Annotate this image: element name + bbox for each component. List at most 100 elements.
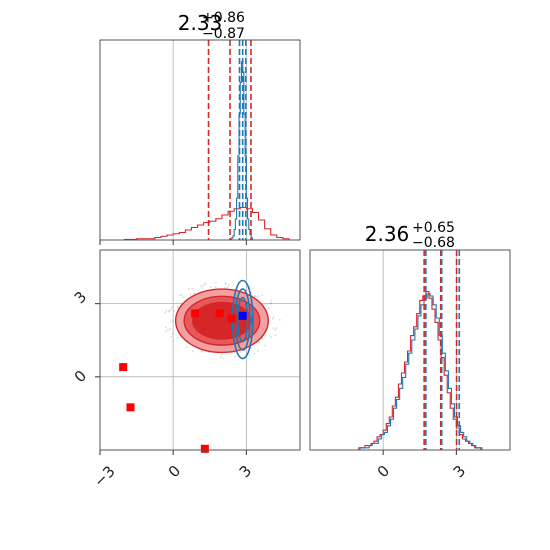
axes-background [310, 250, 510, 450]
scatter-point [165, 309, 168, 312]
scatter-point [180, 293, 183, 296]
scatter-point [193, 292, 196, 295]
scatter-point [171, 306, 174, 309]
marker-red [126, 403, 135, 412]
scatter-point [269, 335, 272, 338]
title-param0-minus: −0.87 [202, 26, 245, 42]
scatter-point [257, 349, 260, 352]
y-tick-label: 3 [71, 288, 90, 307]
scatter-point [257, 342, 260, 344]
scatter-point [172, 340, 174, 342]
scatter-point [191, 350, 194, 353]
scatter-point [169, 308, 172, 311]
scatter-point [252, 352, 255, 355]
scatter-point [178, 294, 181, 297]
x-tick-labels-param0: −3 0 3 [90, 462, 255, 491]
scatter-point [275, 327, 278, 329]
scatter-point [270, 301, 273, 304]
axes-frame [99, 249, 301, 451]
scatter-point [278, 318, 281, 321]
axes-background [100, 40, 300, 240]
scatter-point [226, 286, 229, 289]
scatter-point [239, 351, 242, 354]
marker-red [119, 363, 128, 372]
scatter-point [227, 284, 230, 287]
scatter-point [170, 335, 173, 338]
scatter-point [254, 295, 257, 298]
scatter-point [234, 356, 236, 358]
scatter-point [274, 328, 276, 331]
scatter-point [215, 281, 217, 284]
scatter-point [185, 346, 188, 349]
scatter-point [261, 294, 264, 297]
axes-frame [309, 249, 511, 451]
marker-red [191, 309, 200, 318]
scatter-point [204, 282, 207, 285]
x-tick-label: −3 [90, 462, 118, 490]
scatter-point [168, 309, 171, 312]
marker-red [215, 309, 224, 318]
axes-background [100, 250, 300, 450]
title-param0-value: 2.33 [178, 11, 223, 35]
scatter-point [272, 316, 275, 319]
scatter-contour-panel [95, 249, 301, 455]
title-param1-minus: −0.68 [412, 235, 455, 251]
scatter-point [203, 283, 206, 286]
marker-red [227, 314, 236, 323]
scatter-point [222, 357, 225, 360]
title-param0-plus: +0.86 [202, 10, 245, 26]
scatter-point [221, 354, 224, 357]
title-param1: 2.36 [365, 222, 410, 246]
contour-blue [237, 296, 249, 343]
title-param1-plus: +0.65 [412, 220, 455, 236]
scatter-point [189, 293, 192, 296]
scatter-point [224, 283, 227, 286]
scatter-point [165, 326, 167, 329]
scatter-point [201, 350, 204, 353]
scatter-point [191, 287, 194, 290]
y-tick-label: 0 [71, 367, 90, 386]
scatter-point [246, 289, 248, 292]
scatter-point [271, 318, 274, 320]
scatter-point [267, 307, 270, 310]
scatter-point [272, 327, 274, 330]
scatter-point [168, 310, 171, 313]
scatter-point [224, 286, 226, 289]
scatter-point [200, 287, 203, 290]
scatter-point [176, 305, 179, 308]
scatter-point [171, 319, 174, 322]
scatter-point [269, 302, 272, 305]
x-tick-labels-param1: 0 3 [374, 462, 469, 481]
scatter-point [209, 286, 212, 288]
scatter-point [170, 320, 172, 323]
scatter-point [199, 285, 202, 287]
x-tick-label: 0 [165, 462, 184, 481]
x-tick-label: 0 [374, 462, 393, 481]
scatter-point [270, 299, 273, 301]
histogram-panel-param1 [309, 249, 511, 455]
scatter-point [224, 281, 227, 284]
scatter-point [164, 311, 166, 314]
histogram-panel-param0 [99, 39, 301, 245]
marker-blue [238, 311, 247, 320]
scatter-point [167, 329, 169, 331]
marker-red [200, 444, 209, 453]
scatter-point [264, 344, 267, 347]
scatter-point [248, 285, 251, 288]
scatter-point [173, 309, 175, 312]
y-tick-labels-param1: 3 0 [71, 288, 90, 386]
scatter-point [248, 353, 251, 356]
scatter-point [187, 288, 190, 290]
scatter-point [269, 302, 272, 305]
scatter-point [214, 285, 217, 288]
scatter-point [254, 295, 257, 297]
scatter-point [171, 332, 174, 335]
histogram-red [123, 206, 290, 240]
x-tick-label: 3 [236, 462, 255, 481]
title-param0: 2.33 [178, 11, 223, 35]
scatter-point [165, 330, 167, 333]
x-tick-label: 3 [450, 462, 469, 481]
scatter-point [176, 336, 179, 339]
histogram-blue [359, 293, 483, 450]
